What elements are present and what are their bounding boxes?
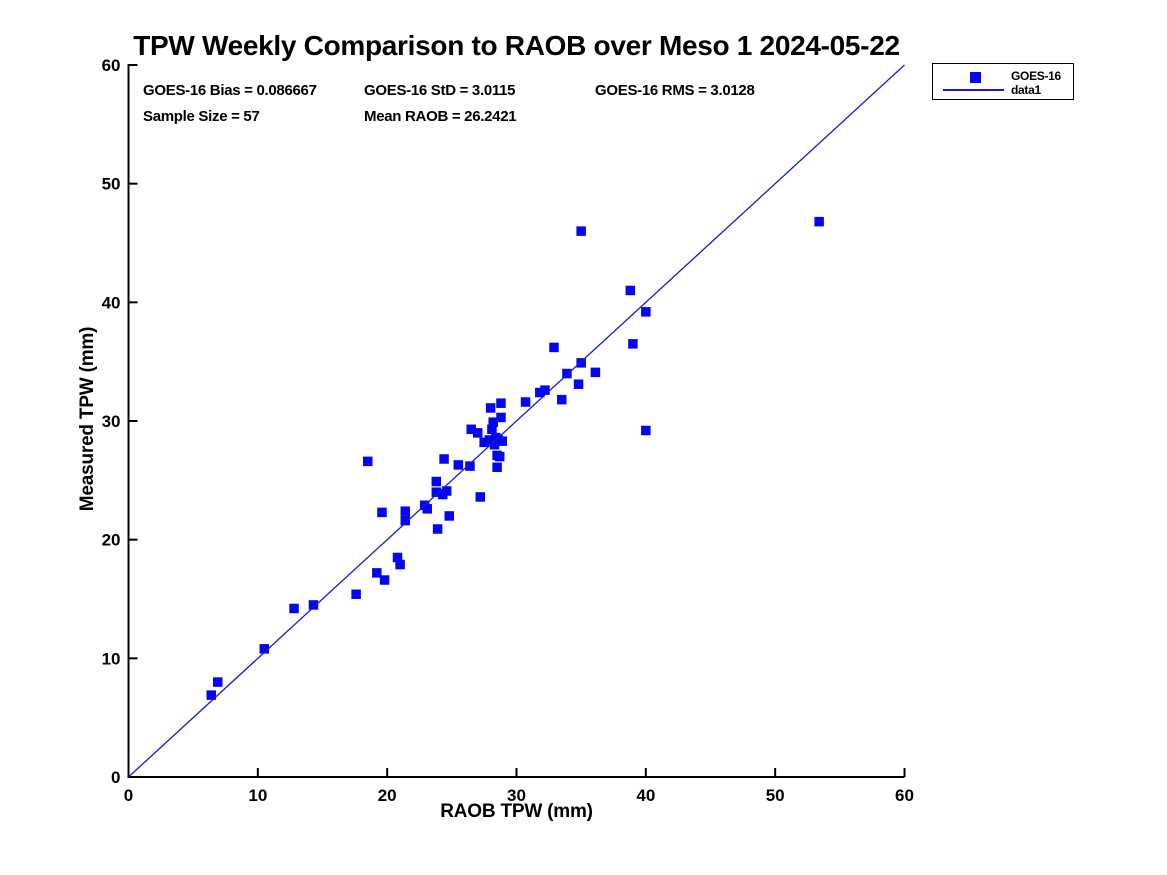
scatter-point — [212, 677, 223, 687]
scatter-point — [484, 435, 495, 445]
stat-sample-size: Sample Size = 57 — [143, 108, 260, 125]
scatter-point — [351, 589, 361, 600]
scatter-point — [641, 425, 651, 436]
scatter-point — [475, 492, 486, 502]
scatter-point — [562, 368, 572, 379]
chart-title: TPW Weekly Comparison to RAOB over Meso … — [133, 30, 900, 61]
legend-label-goes16: GOES-16 — [1011, 69, 1061, 83]
y-tick-label: 60 — [102, 56, 121, 75]
scatter-point — [590, 367, 601, 378]
scatter-point — [431, 476, 442, 487]
scatter-point — [431, 487, 442, 497]
scatter-point — [628, 339, 638, 349]
scatter-point — [487, 424, 497, 435]
scatter-point — [479, 437, 489, 448]
scatter-point — [453, 460, 464, 470]
scatter-point — [363, 456, 373, 467]
scatter-point — [465, 461, 475, 471]
scatter-point — [497, 436, 508, 446]
scatter-point — [259, 644, 270, 654]
legend-label-data1: data1 — [1011, 83, 1041, 97]
scatter-point — [400, 506, 411, 516]
stat-std: GOES-16 StD = 3.0115 — [364, 82, 516, 99]
identity-line — [128, 64, 905, 778]
x-tick-label: 10 — [248, 786, 267, 805]
x-tick-label: 50 — [766, 786, 785, 805]
x-axis-label: RAOB TPW (mm) — [440, 801, 593, 822]
scatter-point — [520, 397, 531, 407]
scatter-point — [444, 511, 454, 521]
stat-rms: GOES-16 RMS = 3.0128 — [595, 82, 755, 99]
scatter-point — [400, 515, 411, 526]
y-tick-label: 0 — [111, 768, 120, 787]
x-tick-label: 60 — [895, 786, 914, 805]
x-tick-label: 40 — [636, 786, 655, 805]
scatter-point — [441, 486, 452, 496]
stat-bias: GOES-16 Bias = 0.086667 — [143, 82, 317, 99]
x-tick-label: 20 — [378, 786, 397, 805]
scatter-point — [379, 575, 390, 585]
scatter-point — [496, 398, 506, 408]
y-tick-label: 10 — [102, 649, 121, 668]
scatter-point — [535, 387, 545, 398]
scatter-point — [439, 454, 449, 464]
scatter-point — [308, 600, 319, 610]
scatter-point — [472, 428, 483, 438]
x-tick-label: 30 — [507, 786, 526, 805]
scatter-point — [491, 432, 501, 443]
scatter-point — [641, 307, 651, 317]
stat-mean-raob: Mean RAOB = 26.2421 — [364, 108, 517, 125]
scatter-point — [557, 394, 567, 405]
scatter-point — [488, 417, 498, 427]
scatter-point — [496, 412, 506, 423]
y-tick-label: 50 — [102, 175, 121, 194]
scatter-point — [814, 216, 824, 227]
scatter-point — [540, 385, 550, 395]
scatter-point — [576, 358, 586, 368]
y-tick-label: 40 — [102, 293, 121, 312]
scatter-point — [573, 379, 584, 389]
scatter-point — [206, 690, 217, 700]
x-tick-label: 0 — [124, 786, 133, 805]
scatter-point — [395, 559, 405, 570]
scatter-point — [377, 507, 387, 518]
y-tick-label: 20 — [102, 531, 121, 550]
legend-line-swatch-icon — [943, 89, 1004, 91]
scatter-point — [576, 226, 586, 236]
scatter-point — [625, 285, 636, 296]
scatter-point — [432, 524, 443, 534]
scatter-point — [494, 451, 505, 462]
scatter-point — [549, 342, 559, 353]
scatter-point — [372, 568, 382, 578]
legend: GOES-16 data1 — [932, 63, 1074, 100]
y-tick-label: 30 — [102, 412, 121, 431]
legend-marker-swatch-icon — [970, 72, 981, 83]
scatter-point — [492, 462, 502, 473]
scatter-point — [466, 424, 476, 435]
scatter-point — [392, 552, 403, 563]
scatter-point — [289, 603, 299, 614]
scatter-point — [485, 403, 496, 413]
y-axis-label: Measured TPW (mm) — [77, 326, 98, 512]
